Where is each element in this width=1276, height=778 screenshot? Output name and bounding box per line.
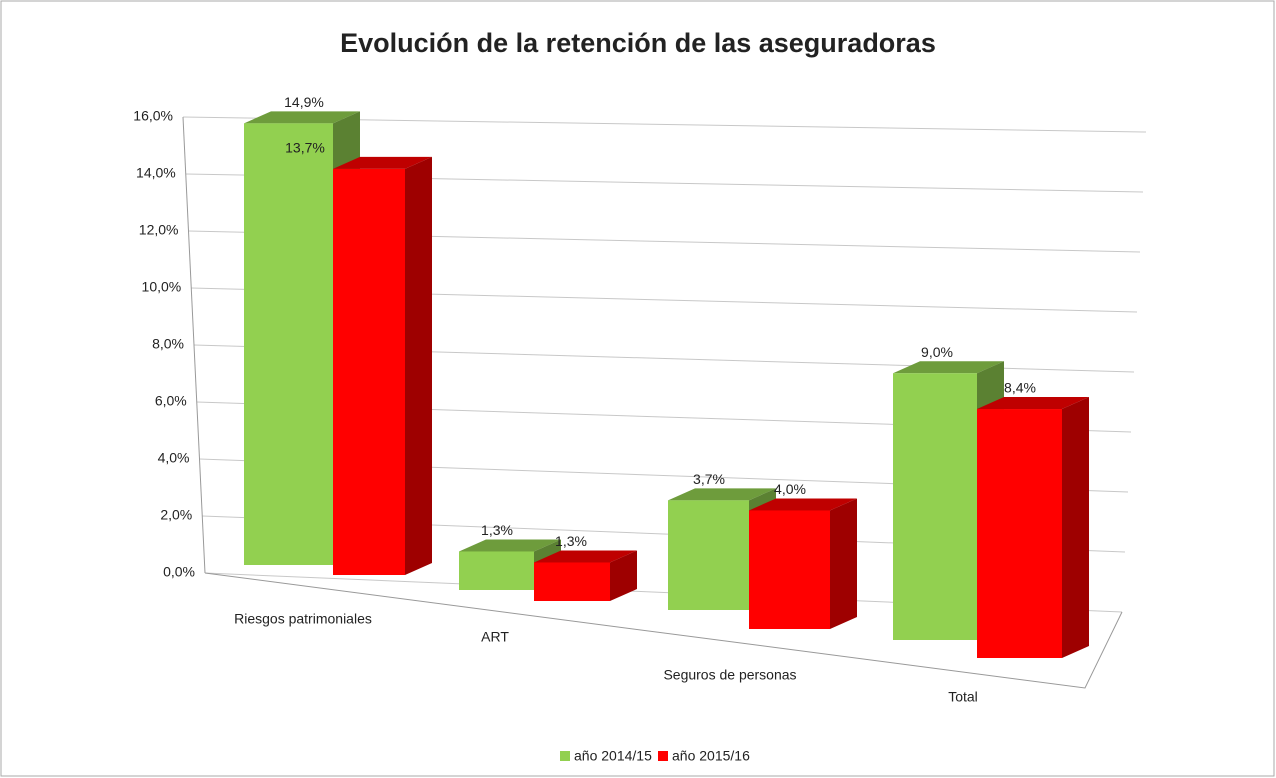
bar bbox=[333, 168, 405, 575]
bar-top bbox=[333, 156, 432, 169]
value-label: 9,0% bbox=[921, 344, 953, 360]
x-tick-label: Total bbox=[948, 689, 978, 705]
bar-top bbox=[749, 498, 857, 511]
y-tick-label: 2,0% bbox=[160, 507, 192, 523]
y-tick-label: 10,0% bbox=[142, 279, 182, 295]
x-tick-label: ART bbox=[481, 629, 509, 645]
bar-top bbox=[668, 488, 776, 501]
value-label: 4,0% bbox=[774, 481, 806, 497]
y-tick-label: 16,0% bbox=[133, 108, 173, 124]
value-label: 1,3% bbox=[481, 522, 513, 538]
value-label: 1,3% bbox=[555, 533, 587, 549]
legend-swatch bbox=[560, 751, 570, 761]
y-tick-label: 4,0% bbox=[158, 450, 190, 466]
bar bbox=[977, 409, 1062, 658]
bar-top bbox=[534, 550, 637, 563]
legend-swatch bbox=[658, 751, 668, 761]
bar-top bbox=[459, 539, 561, 552]
bar-side bbox=[405, 156, 432, 575]
x-tick-label: Riesgos patrimoniales bbox=[234, 611, 372, 627]
bar-side bbox=[830, 498, 857, 629]
floor bbox=[204, 572, 1123, 689]
value-label: 13,7% bbox=[285, 140, 325, 156]
bar bbox=[244, 123, 333, 565]
value-label: 3,7% bbox=[693, 471, 725, 487]
bar-side bbox=[610, 550, 637, 601]
value-label: 14,9% bbox=[284, 94, 324, 110]
bar-top bbox=[977, 397, 1089, 410]
y-tick-label: 8,0% bbox=[152, 336, 184, 352]
bar bbox=[668, 500, 749, 610]
x-tick-label: Seguros de personas bbox=[663, 667, 796, 683]
chart-title: Evolución de la retención de las asegura… bbox=[340, 28, 936, 58]
bar bbox=[749, 510, 830, 629]
bar bbox=[893, 373, 977, 640]
bar bbox=[459, 551, 534, 590]
bar-top bbox=[244, 111, 360, 124]
bar bbox=[534, 562, 610, 601]
y-tick-label: 0,0% bbox=[163, 564, 195, 580]
y-axis bbox=[182, 116, 206, 574]
legend-label: año 2014/15 bbox=[574, 748, 652, 764]
legend-label: año 2015/16 bbox=[672, 748, 750, 764]
y-tick-label: 12,0% bbox=[139, 222, 179, 238]
y-tick-label: 6,0% bbox=[155, 393, 187, 409]
bar-side bbox=[1062, 397, 1089, 658]
bar-top bbox=[893, 361, 1004, 374]
y-tick-label: 14,0% bbox=[136, 165, 176, 181]
value-label: 8,4% bbox=[1004, 380, 1036, 396]
